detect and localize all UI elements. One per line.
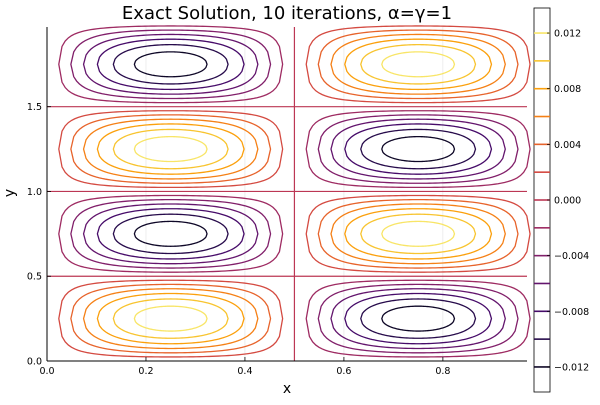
contour-line-cell4-level11 <box>112 128 229 170</box>
y-tick-label-1: 0.5 <box>27 272 42 283</box>
contour-line-cell1-level3 <box>330 288 506 350</box>
contour-cell-4 <box>58 110 284 189</box>
contour-lines <box>58 25 531 358</box>
contour-cell-3 <box>305 194 531 273</box>
contour-line-cell4-level8 <box>70 114 272 184</box>
contour-line-cell7-level12 <box>381 51 456 78</box>
contour-line-cell2-level5 <box>58 194 284 273</box>
colorbar-tick-label-5: −0.008 <box>554 307 589 318</box>
x-tick-label-1: 0.2 <box>138 366 153 377</box>
contour-line-cell5-level1 <box>360 128 477 170</box>
contour-line-cell4-level7 <box>58 110 284 189</box>
contour-line-cell5-level4 <box>317 114 519 184</box>
contour-line-cell3-level8 <box>317 198 519 269</box>
plot-axes <box>46 27 527 362</box>
contour-line-cell1-level5 <box>305 279 531 358</box>
contour-line-cell6-level2 <box>96 38 245 91</box>
contour-line-cell1-level0 <box>381 305 456 332</box>
colorbar-tick-label-2: 0.004 <box>554 140 581 151</box>
contour-cell-2 <box>58 194 284 273</box>
contour-line-cell2-level3 <box>82 203 259 265</box>
contour-line-cell4-level10 <box>96 123 245 175</box>
contour-line-cell3-level11 <box>360 213 477 255</box>
contour-line-cell7-level11 <box>360 44 477 85</box>
contour-line-cell0-level8 <box>70 283 272 354</box>
colorbar-tick-label-6: −0.012 <box>554 362 589 373</box>
colorbar-tick-label-0: 0.012 <box>554 29 581 40</box>
contour-line-cell7-level8 <box>317 29 519 100</box>
contour-line-cell6-level3 <box>82 33 259 95</box>
contour-line-cell2-level1 <box>112 213 229 255</box>
x-axis-label: x <box>283 381 291 397</box>
colorbar-tick-label-4: −0.004 <box>554 251 589 262</box>
contour-line-cell5-level0 <box>381 135 456 163</box>
contour-line-cell2-level2 <box>96 208 245 260</box>
contour-cell-1 <box>305 279 531 358</box>
contour-line-cell3-level12 <box>381 220 456 247</box>
contour-line-cell7-level10 <box>344 38 493 91</box>
contour-line-cell5-level3 <box>330 118 506 180</box>
x-tick-label-2: 0.4 <box>237 366 252 377</box>
chart-title: Exact Solution, 10 iterations, α=γ=1 <box>122 3 452 24</box>
y-axis-label: y <box>2 189 18 197</box>
contour-line-cell5-level5 <box>305 110 531 189</box>
x-tick-label-3: 0.6 <box>336 366 351 377</box>
x-tick-label-0: 0.0 <box>39 366 54 377</box>
contour-line-cell0-level11 <box>112 298 229 339</box>
contour-line-cell6-level5 <box>58 25 284 104</box>
y-tick-label-3: 1.5 <box>27 102 42 113</box>
contour-line-cell6-level1 <box>112 44 229 85</box>
contour-line-cell6-level4 <box>70 29 272 100</box>
contour-line-cell0-level7 <box>58 279 284 358</box>
contour-line-cell3-level9 <box>330 203 506 265</box>
x-tick-label-4: 0.8 <box>435 366 450 377</box>
zero-lines <box>47 27 527 361</box>
y-tick-label-2: 1.0 <box>27 187 42 198</box>
contour-cell-6 <box>58 25 284 104</box>
contour-line-cell3-level7 <box>305 194 531 273</box>
colorbar: 0.012 0.008 0.004 0.000 −0.004 −0.008 −0.012 <box>533 7 589 393</box>
contour-line-cell6-level0 <box>133 51 208 78</box>
colorbar-tick-label-3: 0.000 <box>554 196 581 207</box>
contour-line-cell2-level4 <box>70 198 272 269</box>
plot-grid <box>46 27 527 362</box>
contour-line-cell3-level10 <box>344 208 493 260</box>
contour-line-cell4-level12 <box>133 135 208 163</box>
contour-line-cell4-level9 <box>82 118 259 180</box>
contour-cell-5 <box>305 110 531 189</box>
contour-cell-0 <box>58 279 284 358</box>
contour-line-cell5-level2 <box>344 123 493 175</box>
y-tick-label-0: 0.0 <box>27 357 42 368</box>
contour-line-cell0-level12 <box>133 305 208 332</box>
contour-line-cell1-level4 <box>317 283 519 354</box>
contour-line-cell0-level10 <box>96 292 245 345</box>
contour-cell-7 <box>305 25 531 104</box>
contour-line-cell7-level9 <box>330 33 506 95</box>
axis-ticks: 0.0 0.2 0.4 0.6 0.8 0.0 0.5 1.0 1.5 <box>27 102 451 377</box>
contour-line-cell7-level7 <box>305 25 531 104</box>
contour-line-cell1-level2 <box>344 292 493 345</box>
contour-line-cell2-level0 <box>133 220 208 247</box>
colorbar-tick-label-1: 0.008 <box>554 84 581 95</box>
contour-line-cell1-level1 <box>360 298 477 339</box>
contour-line-cell0-level9 <box>82 288 259 350</box>
